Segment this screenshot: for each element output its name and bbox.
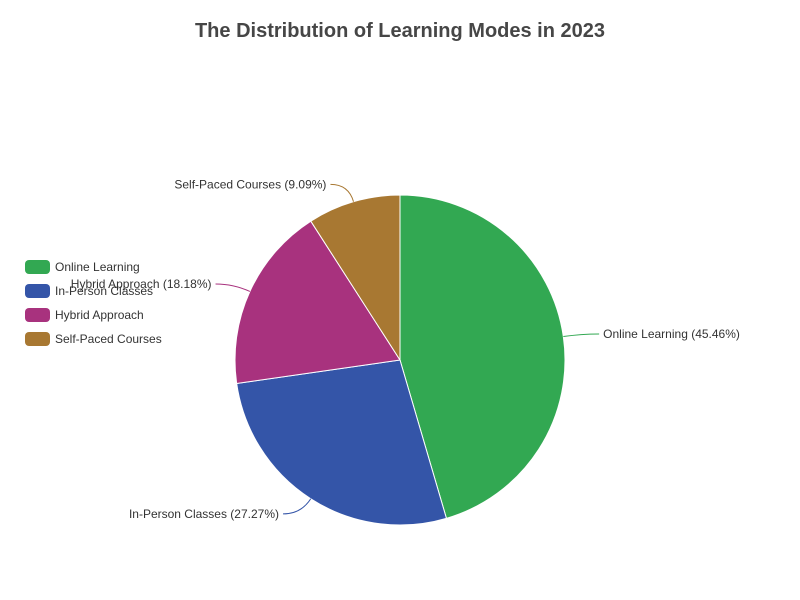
legend-label-hybrid-approach: Hybrid Approach: [55, 308, 144, 322]
legend-label-online-learning: Online Learning: [55, 260, 140, 274]
legend-item-self-paced-courses[interactable]: Self-Paced Courses: [25, 327, 162, 351]
legend-swatch-self-paced-courses: [25, 332, 50, 346]
legend-label-self-paced-courses: Self-Paced Courses: [55, 332, 162, 346]
pie-slice-in-person-classes[interactable]: [236, 359, 448, 526]
leader-line-online-learning: [563, 333, 600, 338]
legend-label-in-person-classes: In-Person Classes: [55, 284, 154, 298]
slice-label-online-learning: Online Learning (45.46%): [603, 327, 740, 341]
chart-title: The Distribution of Learning Modes in 20…: [194, 20, 606, 42]
slice-label-in-person-classes: In-Person Classes (27.27%): [129, 507, 279, 521]
legend-swatch-in-person-classes: [25, 284, 50, 298]
leader-line-hybrid-approach: [215, 283, 251, 292]
legend-swatch-hybrid-approach: [25, 308, 50, 322]
chart-legend: Online Learning In-Person Classes Hybrid…: [25, 255, 162, 351]
legend-swatch-online-learning: [25, 260, 50, 274]
leader-line-self-paced-courses: [330, 183, 354, 202]
slice-label-hybrid-approach: Hybrid Approach (18.18%): [71, 277, 212, 291]
slice-label-self-paced-courses: Self-Paced Courses (9.09%): [174, 177, 326, 191]
legend-item-online-learning[interactable]: Online Learning: [25, 255, 162, 279]
pie-slice-self-paced-courses[interactable]: [310, 194, 401, 362]
legend-item-in-person-classes[interactable]: In-Person Classes: [25, 279, 162, 303]
pie-slice-online-learning[interactable]: [399, 194, 566, 519]
legend-item-hybrid-approach[interactable]: Hybrid Approach: [25, 303, 162, 327]
leader-line-in-person-classes: [283, 498, 312, 515]
